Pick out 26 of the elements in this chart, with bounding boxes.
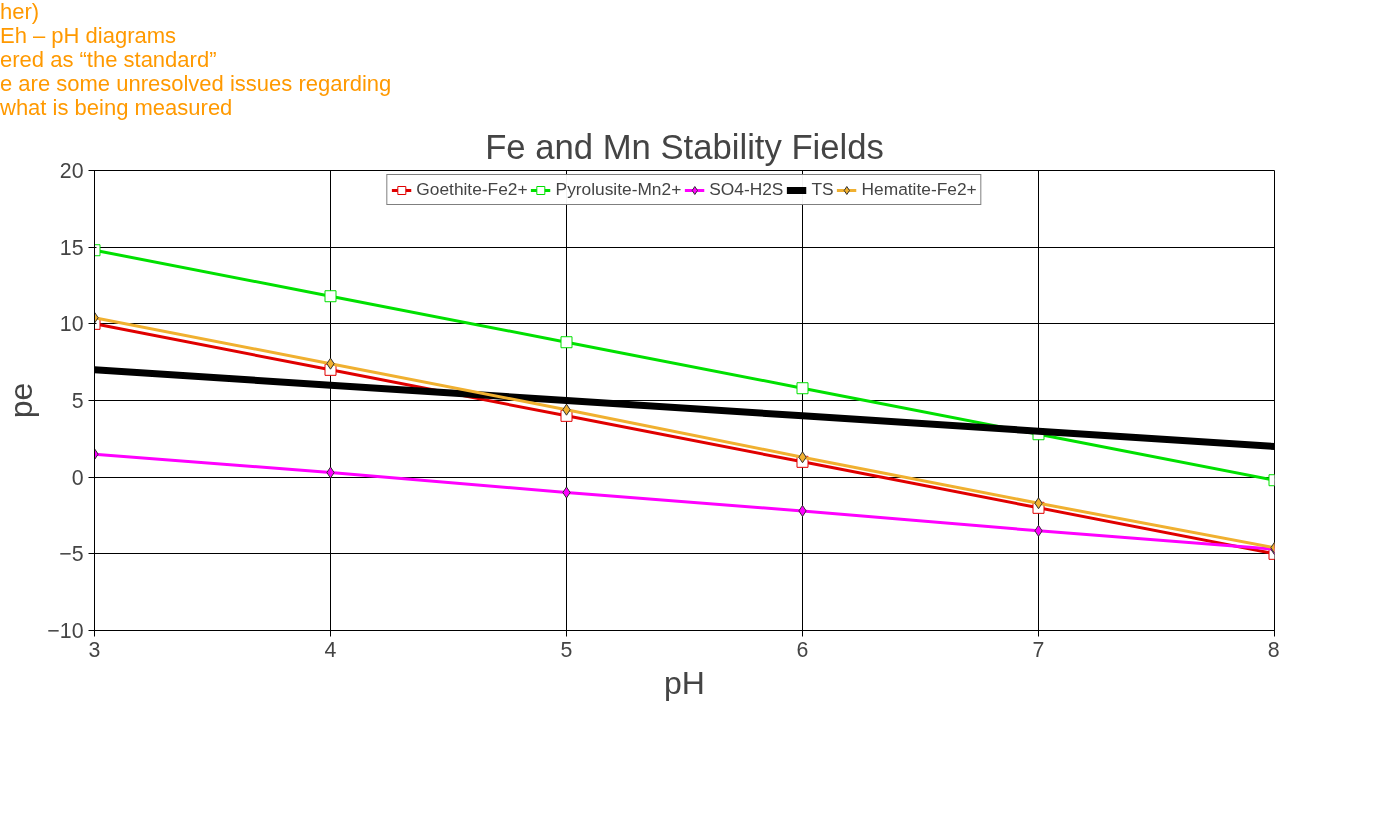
text: her) [0, 0, 40, 24]
y-axis-title: pe [3, 382, 40, 419]
x-axis-title: pH [664, 664, 705, 701]
text: what is being measured [0, 95, 233, 120]
text: e are some unresolved issues regarding [0, 71, 392, 96]
x-tick-label: 5 [560, 637, 573, 662]
text: Eh – pH diagrams [0, 23, 177, 48]
x-tick-label: 3 [88, 637, 101, 662]
y-tick-label: 20 [59, 159, 84, 183]
x-tick-label: 8 [1267, 637, 1280, 662]
x-tick-label: 7 [1032, 637, 1045, 662]
legend-label: SO4-H2S [709, 179, 784, 200]
y-tick-label: −10 [47, 619, 84, 643]
legend-label: Hematite-Fe2+ [861, 179, 977, 200]
x-tick-label: 4 [324, 637, 337, 662]
y-tick-label: 10 [59, 312, 84, 337]
legend-label: Goethite-Fe2+ [416, 179, 528, 200]
y-tick-label: −5 [59, 542, 84, 567]
y-tick-label: 5 [71, 389, 84, 413]
text: ered as “the standard” [0, 47, 217, 72]
y-tick-label: 0 [71, 465, 84, 490]
chart-title: Fe and Mn Stability Fields [485, 127, 884, 166]
legend-label: Pyrolusite-Mn2+ [555, 179, 682, 200]
y-tick-label: 15 [59, 235, 84, 260]
x-tick-label: 6 [796, 637, 809, 662]
legend-label: TS [811, 179, 834, 200]
